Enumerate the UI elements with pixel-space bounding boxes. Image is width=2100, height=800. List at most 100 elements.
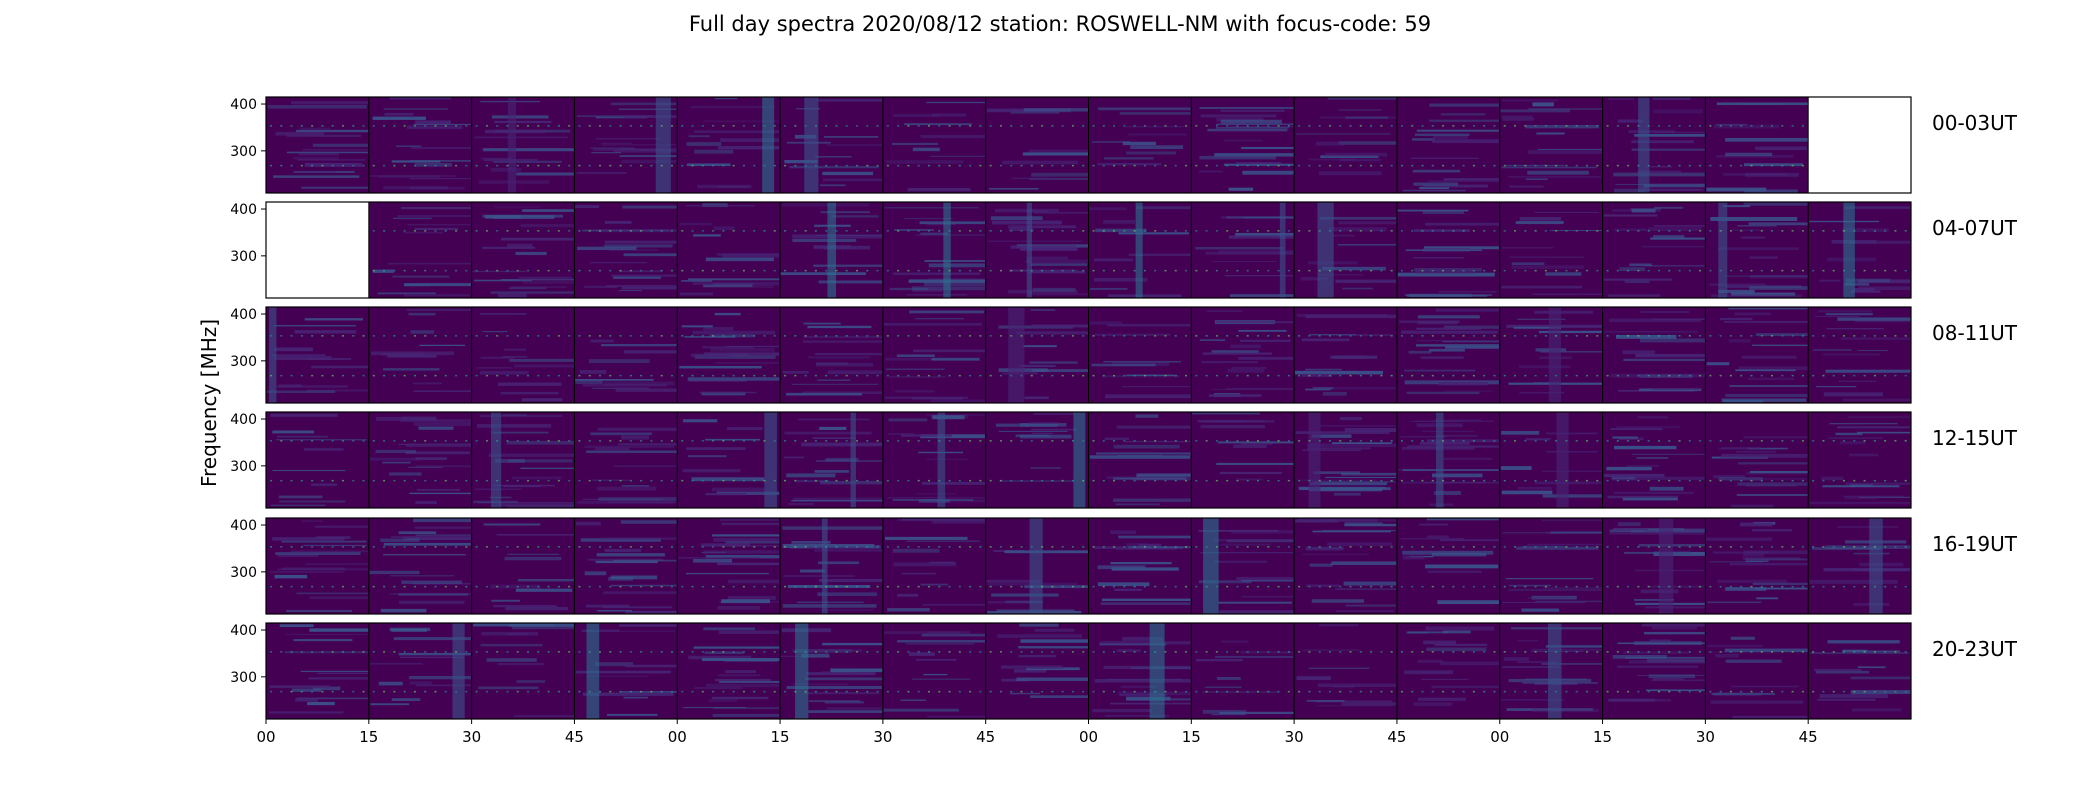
spectral-feature: [1414, 133, 1470, 137]
spectrum-cell: [1705, 307, 1809, 403]
spectral-dot: [1555, 585, 1558, 588]
y-tick-label: 400: [230, 518, 257, 534]
spectral-dot: [1616, 335, 1619, 337]
spectral-dot: [1236, 585, 1239, 588]
spectral-feature: [309, 596, 369, 599]
spectral-dot: [1699, 269, 1702, 272]
spectral-dot: [1657, 651, 1660, 653]
spectral-feature: [485, 215, 522, 219]
spectral-dot: [722, 269, 725, 272]
spectral-dot: [331, 690, 334, 693]
spectral-feature: [1095, 228, 1147, 233]
spectral-feature: [1239, 339, 1291, 342]
spectral-dot: [1287, 164, 1290, 167]
spectral-feature: [1008, 225, 1076, 229]
spectral-feature: [1200, 114, 1277, 118]
spectral-dot: [1164, 585, 1167, 588]
spectral-dot: [1246, 374, 1249, 377]
spectral-feature: [819, 426, 847, 430]
spectral-dot: [629, 125, 632, 127]
spectral-dot: [1647, 440, 1650, 442]
spectral-dot: [1678, 585, 1681, 588]
spectral-dot: [989, 374, 992, 377]
spectral-dot: [413, 651, 416, 653]
spectral-feature: [503, 485, 541, 488]
spectral-dot: [917, 585, 920, 588]
spectral-feature: [1020, 434, 1072, 439]
spectral-dot: [1318, 546, 1321, 548]
chart-title: Full day spectra 2020/08/12 station: ROS…: [689, 12, 1431, 36]
spectral-dot: [732, 585, 735, 588]
spectral-dot: [1544, 546, 1547, 548]
spectral-feature: [1525, 124, 1599, 129]
spectral-dot: [784, 651, 787, 653]
spectral-dot: [1503, 230, 1506, 232]
spectral-dot: [928, 546, 930, 548]
spectral-dot: [362, 651, 365, 653]
spectral-dot: [1246, 230, 1249, 232]
spectral-dot: [1133, 546, 1136, 548]
spectral-dot: [1133, 335, 1136, 337]
spectral-feature: [1313, 471, 1360, 474]
spectral-dot: [1668, 164, 1671, 167]
spectral-feature: [931, 357, 980, 361]
spectral-dot: [640, 164, 643, 167]
spectral-dot: [1431, 374, 1434, 377]
spectral-dot: [1493, 690, 1496, 693]
spectral-feature: [1301, 338, 1350, 342]
spectral-dot: [866, 651, 869, 653]
spectral-feature: [1609, 529, 1645, 533]
spectral-dot: [1699, 335, 1702, 337]
spectral-dot: [712, 440, 715, 442]
spectral-feature: [1216, 462, 1295, 466]
spectral-feature: [1228, 235, 1295, 239]
spectral-dot: [1010, 690, 1013, 693]
spectral-dot: [362, 690, 365, 693]
spectral-feature: [802, 391, 883, 395]
spectral-feature: [1517, 640, 1539, 642]
spectral-feature: [1825, 369, 1911, 373]
spectrum-cell: [1602, 518, 1706, 614]
spectral-feature: [1531, 648, 1603, 651]
spectral-dot: [1832, 651, 1835, 653]
spectral-dot: [1472, 164, 1475, 167]
spectral-dot: [681, 479, 684, 482]
spectral-dot: [1113, 125, 1116, 127]
spectral-dot: [1709, 374, 1712, 377]
spectral-dot: [856, 479, 859, 482]
spectral-burst: [1149, 623, 1165, 719]
spectral-dot: [1555, 164, 1558, 167]
spectral-dot: [1873, 374, 1876, 377]
spectral-dot: [1349, 125, 1352, 127]
spectrum-cell: [471, 202, 575, 298]
spectral-feature: [1201, 360, 1259, 364]
spectral-feature: [1130, 145, 1184, 150]
spectral-feature: [895, 390, 935, 393]
spectral-dot: [1092, 374, 1095, 377]
spectral-dot: [907, 690, 910, 693]
spectral-dot: [1606, 440, 1609, 442]
spectral-feature: [1846, 278, 1890, 283]
spectral-feature: [1443, 457, 1493, 460]
spectral-dot: [372, 585, 375, 588]
spectral-dot: [1092, 546, 1095, 548]
spectral-dot: [660, 230, 663, 232]
spectral-feature: [1536, 132, 1565, 135]
spectral-dot: [1174, 690, 1177, 693]
spectral-dot: [537, 690, 540, 693]
spectral-dot: [1339, 479, 1342, 482]
spectral-feature: [390, 575, 455, 577]
spectral-feature: [1097, 565, 1146, 570]
spectral-dot: [1462, 479, 1465, 482]
spectral-dot: [825, 479, 828, 482]
spectral-dot: [527, 374, 530, 377]
spectral-dot: [1472, 690, 1475, 693]
spectral-dot: [1616, 690, 1619, 693]
spectral-dot: [701, 230, 704, 232]
spectral-feature: [1527, 170, 1589, 175]
spectral-feature: [1653, 206, 1684, 209]
spectral-dot: [1863, 546, 1866, 548]
spectral-feature: [1742, 557, 1801, 560]
spectral-burst: [1008, 307, 1025, 403]
spectrum-cell: [368, 518, 472, 614]
